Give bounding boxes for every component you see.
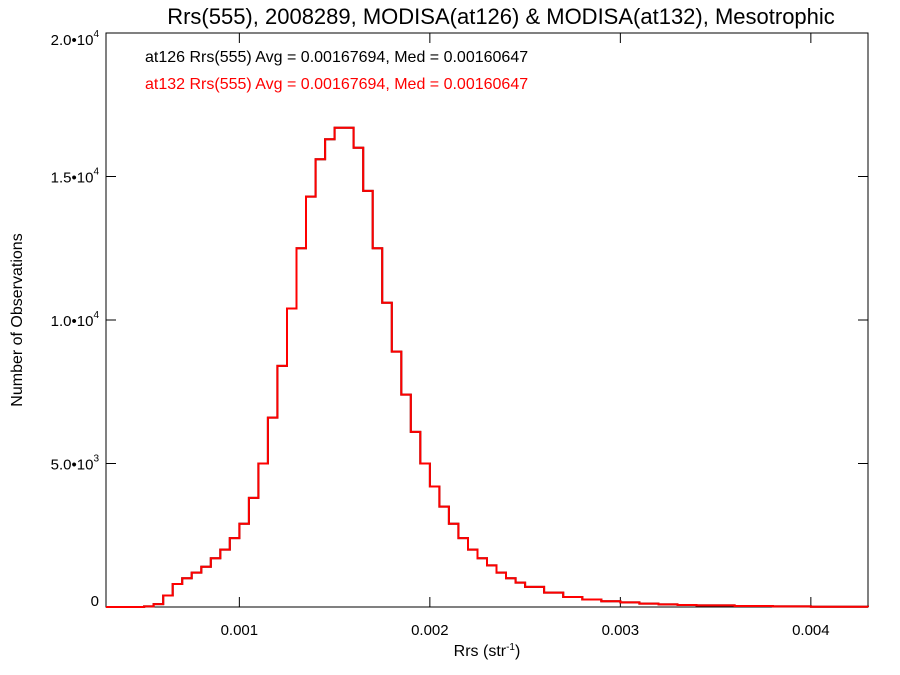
y-axis-label: Number of Observations	[9, 233, 26, 406]
y-tick-label-base: 5.0•10	[51, 457, 94, 474]
y-tick-label: 1.5•104	[51, 167, 100, 187]
legend-entry-at126: at126 Rrs(555) Avg = 0.00167694, Med = 0…	[145, 49, 528, 66]
y-tick-label-base: 1.0•10	[51, 313, 94, 330]
chart-title: Rrs(555), 2008289, MODISA(at126) & MODIS…	[167, 4, 835, 29]
legend-entry-at132: at132 Rrs(555) Avg = 0.00167694, Med = 0…	[145, 76, 528, 93]
series-group	[106, 126, 869, 608]
x-axis-label-suffix: )	[515, 643, 520, 660]
x-tick-label: 0.002	[411, 622, 449, 639]
x-axis: 0.001 0.002 0.003 0.004	[221, 33, 830, 639]
x-tick-label: 0.003	[602, 622, 640, 639]
y-tick-label: 0	[91, 593, 99, 610]
y-tick-label: 2.0•104	[51, 29, 100, 49]
y-tick-label-exponent: 3	[93, 454, 99, 465]
x-axis-label-sup: -1	[506, 642, 515, 653]
x-tick-label: 0.001	[221, 622, 259, 639]
y-tick-label-exponent: 4	[93, 310, 99, 321]
series-line-at132	[106, 126, 869, 608]
y-tick-label-base: 1.5•10	[51, 170, 94, 187]
plot-frame	[105, 32, 869, 608]
y-tick-label-exponent: 4	[93, 167, 99, 178]
series-line-at126	[106, 126, 869, 608]
legend: at126 Rrs(555) Avg = 0.00167694, Med = 0…	[145, 49, 528, 93]
x-axis-label: Rrs (str-1)	[454, 642, 521, 660]
y-tick-label-base: 0	[91, 593, 99, 610]
y-tick-label-base: 2.0•10	[51, 32, 94, 49]
y-tick-label: 5.0•103	[51, 454, 100, 474]
x-tick-label: 0.004	[792, 622, 830, 639]
y-tick-label-exponent: 4	[93, 29, 99, 40]
x-axis-label-main: Rrs (str	[454, 643, 507, 660]
y-tick-label: 1.0•104	[51, 310, 100, 330]
